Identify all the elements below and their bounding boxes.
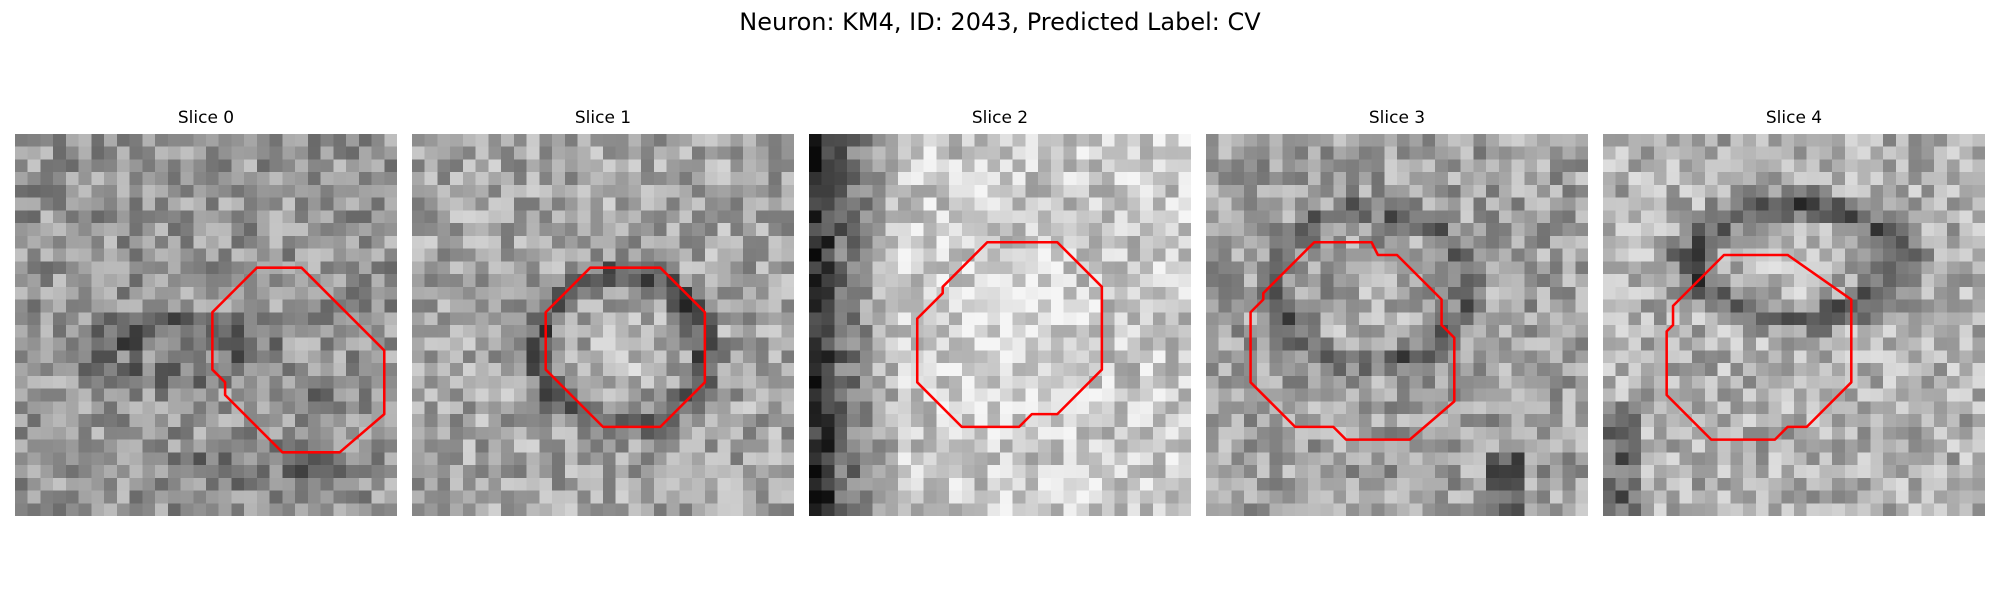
slice-title: Slice 0 — [177, 108, 235, 128]
slice-image — [1603, 134, 1985, 516]
roi-outline — [544, 266, 707, 429]
slice-title: Slice 1 — [574, 108, 632, 128]
slice-image — [412, 134, 794, 516]
slice-panel-4: Slice 4 — [1603, 106, 1985, 516]
roi-outline — [211, 266, 386, 454]
slice-title: Slice 2 — [971, 108, 1029, 128]
slice-panel-3: Slice 3 — [1206, 106, 1588, 516]
slice-panel-1: Slice 1 — [412, 106, 794, 516]
figure-title: Neuron: KM4, ID: 2043, Predicted Label: … — [739, 8, 1261, 36]
slice-panel-2: Slice 2 — [809, 106, 1191, 516]
slice-image — [15, 134, 397, 516]
slice-title: Slice 3 — [1368, 108, 1426, 128]
roi-outline — [915, 240, 1104, 429]
slice-image — [809, 134, 1191, 516]
slice-panel-0: Slice 0 — [15, 106, 397, 516]
slice-title: Slice 4 — [1765, 108, 1823, 128]
roi-outline — [1249, 240, 1456, 441]
roi-outline — [1665, 253, 1853, 441]
slice-image — [1206, 134, 1588, 516]
